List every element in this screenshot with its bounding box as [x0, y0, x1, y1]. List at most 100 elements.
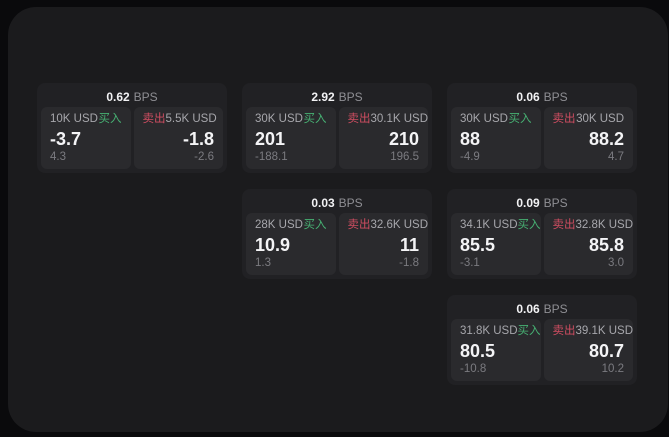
- buy-side-label: 买入: [517, 325, 541, 337]
- sell-size: 39.1K USD: [575, 325, 634, 337]
- sell-delta: -2.6: [194, 150, 214, 163]
- bps-unit-label: BPS: [338, 196, 363, 210]
- bps-unit-label: BPS: [543, 90, 568, 104]
- sell-price: -1.8: [182, 128, 214, 149]
- buy-panel[interactable]: 30K USD 买入 201 -188.1: [246, 107, 336, 169]
- buy-panel-top-row: 30K USD 买入: [460, 113, 532, 126]
- sell-side-label: 卖出: [552, 325, 576, 337]
- sell-panel[interactable]: 卖出 30K USD 88.2 4.7: [543, 107, 633, 169]
- buy-side-label: 买入: [98, 113, 122, 125]
- buy-price: -3.7: [50, 128, 82, 149]
- sell-size: 30.1K USD: [370, 113, 429, 125]
- sell-delta: 3.0: [608, 256, 624, 269]
- sell-panel-top-row: 卖出 32.8K USD: [552, 219, 634, 232]
- card-header: 0.06 BPS: [451, 299, 633, 319]
- sell-side-label: 卖出: [347, 219, 371, 231]
- buy-panel[interactable]: 30K USD 买入 88 -4.9: [451, 107, 541, 169]
- bps-value: 0.09: [516, 196, 540, 210]
- buy-price: 201: [255, 128, 286, 149]
- quote-card: 0.06 BPS 31.8K USD 买入 80.5 -10.8 卖出 39.1…: [447, 295, 637, 385]
- quote-panels: 10K USD 买入 -3.7 4.3 卖出 5.5K USD -1.8 -2.…: [41, 107, 223, 169]
- quote-panels: 28K USD 买入 10.9 1.3 卖出 32.6K USD 11 -1.8: [246, 213, 428, 275]
- sell-side-label: 卖出: [142, 113, 166, 125]
- sell-side-label: 卖出: [347, 113, 371, 125]
- quote-card: 0.09 BPS 34.1K USD 买入 85.5 -3.1 卖出 32.8K…: [447, 189, 637, 279]
- buy-panel[interactable]: 34.1K USD 买入 85.5 -3.1: [451, 213, 541, 275]
- buy-price: 80.5: [460, 340, 496, 361]
- sell-panel[interactable]: 卖出 32.6K USD 11 -1.8: [338, 213, 429, 275]
- sell-delta: 4.7: [608, 150, 624, 163]
- sell-size: 32.8K USD: [575, 219, 634, 231]
- buy-size: 34.1K USD: [460, 219, 518, 231]
- sell-panel-top-row: 卖出 5.5K USD: [142, 113, 217, 126]
- quote-card: 0.62 BPS 10K USD 买入 -3.7 4.3 卖出 5.5K USD: [37, 83, 227, 173]
- buy-delta: -3.1: [460, 256, 480, 269]
- bps-unit-label: BPS: [338, 90, 363, 104]
- bps-value: 0.06: [516, 90, 540, 104]
- sell-price: 80.7: [588, 340, 624, 361]
- buy-side-label: 买入: [517, 219, 541, 231]
- app-panel: 0.62 BPS 10K USD 买入 -3.7 4.3 卖出 5.5K USD: [8, 7, 668, 432]
- buy-delta: -10.8: [460, 362, 487, 375]
- sell-panel-top-row: 卖出 30.1K USD: [347, 113, 429, 126]
- sell-panel[interactable]: 卖出 5.5K USD -1.8 -2.6: [133, 107, 223, 169]
- buy-side-label: 买入: [303, 113, 327, 125]
- sell-price: 85.8: [588, 234, 624, 255]
- sell-size: 32.6K USD: [370, 219, 429, 231]
- sell-panel[interactable]: 卖出 30.1K USD 210 196.5: [338, 107, 429, 169]
- buy-price: 10.9: [255, 234, 291, 255]
- card-header: 2.92 BPS: [246, 87, 428, 107]
- quote-cards-grid: 0.62 BPS 10K USD 买入 -3.7 4.3 卖出 5.5K USD: [37, 83, 637, 385]
- sell-panel-top-row: 卖出 32.6K USD: [347, 219, 429, 232]
- buy-delta: -188.1: [255, 150, 288, 163]
- buy-price: 88: [460, 128, 481, 149]
- card-header: 0.09 BPS: [451, 193, 633, 213]
- buy-size: 31.8K USD: [460, 325, 518, 337]
- sell-delta: 10.2: [601, 362, 624, 375]
- sell-size: 30K USD: [576, 113, 624, 125]
- card-header: 0.06 BPS: [451, 87, 633, 107]
- bps-unit-label: BPS: [133, 90, 158, 104]
- buy-panel[interactable]: 10K USD 买入 -3.7 4.3: [41, 107, 131, 169]
- sell-price: 210: [388, 128, 419, 149]
- buy-panel[interactable]: 31.8K USD 买入 80.5 -10.8: [451, 319, 541, 381]
- sell-panel-top-row: 卖出 39.1K USD: [552, 325, 634, 338]
- buy-delta: 1.3: [255, 256, 271, 269]
- buy-panel-top-row: 34.1K USD 买入: [460, 219, 541, 232]
- quote-panels: 30K USD 买入 201 -188.1 卖出 30.1K USD 210 1…: [246, 107, 428, 169]
- buy-panel[interactable]: 28K USD 买入 10.9 1.3: [246, 213, 336, 275]
- buy-side-label: 买入: [303, 219, 327, 231]
- sell-side-label: 卖出: [552, 113, 576, 125]
- sell-panel-top-row: 卖出 30K USD: [552, 113, 625, 126]
- buy-panel-top-row: 31.8K USD 买入: [460, 325, 541, 338]
- sell-size: 5.5K USD: [165, 113, 217, 125]
- buy-side-label: 买入: [508, 113, 532, 125]
- bps-value: 0.03: [311, 196, 335, 210]
- buy-panel-top-row: 10K USD 买入: [50, 113, 122, 126]
- buy-panel-top-row: 30K USD 买入: [255, 113, 327, 126]
- quote-panels: 34.1K USD 买入 85.5 -3.1 卖出 32.8K USD 85.8…: [451, 213, 633, 275]
- quote-card: 2.92 BPS 30K USD 买入 201 -188.1 卖出 30.1K …: [242, 83, 432, 173]
- bps-value: 0.06: [516, 302, 540, 316]
- quote-card: 0.03 BPS 28K USD 买入 10.9 1.3 卖出 32.6K US…: [242, 189, 432, 279]
- quote-panels: 30K USD 买入 88 -4.9 卖出 30K USD 88.2 4.7: [451, 107, 633, 169]
- bps-value: 2.92: [311, 90, 335, 104]
- bps-unit-label: BPS: [543, 302, 568, 316]
- card-header: 0.03 BPS: [246, 193, 428, 213]
- quote-panels: 31.8K USD 买入 80.5 -10.8 卖出 39.1K USD 80.…: [451, 319, 633, 381]
- buy-size: 30K USD: [255, 113, 303, 125]
- sell-panel[interactable]: 卖出 39.1K USD 80.7 10.2: [543, 319, 634, 381]
- sell-price: 88.2: [588, 128, 624, 149]
- sell-delta: 196.5: [390, 150, 419, 163]
- card-header: 0.62 BPS: [41, 87, 223, 107]
- bps-value: 0.62: [106, 90, 130, 104]
- buy-delta: 4.3: [50, 150, 66, 163]
- buy-size: 28K USD: [255, 219, 303, 231]
- buy-delta: -4.9: [460, 150, 480, 163]
- quote-card: 0.06 BPS 30K USD 买入 88 -4.9 卖出 30K USD: [447, 83, 637, 173]
- sell-panel[interactable]: 卖出 32.8K USD 85.8 3.0: [543, 213, 634, 275]
- sell-side-label: 卖出: [552, 219, 576, 231]
- buy-size: 30K USD: [460, 113, 508, 125]
- buy-price: 85.5: [460, 234, 496, 255]
- sell-delta: -1.8: [399, 256, 419, 269]
